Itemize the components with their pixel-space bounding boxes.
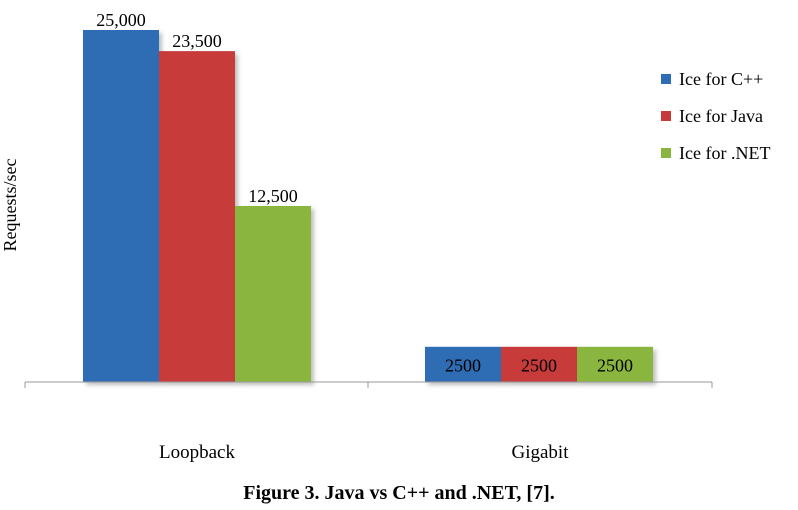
category-label: Gigabit: [512, 442, 570, 463]
category-labels: Loopback Gigabit: [159, 442, 569, 463]
bar-loopback-cpp: [83, 30, 159, 382]
category-label: Loopback: [159, 442, 235, 463]
data-label: 2500: [445, 355, 481, 375]
legend-label: Ice for Java: [679, 106, 763, 126]
legend-label: Ice for C++: [679, 69, 763, 89]
y-axis-label: Requests/sec: [0, 159, 20, 252]
figure-caption: Figure 3. Java vs C++ and .NET, [7].: [243, 482, 555, 504]
legend-swatch: [661, 74, 671, 84]
legend-label: Ice for .NET: [679, 143, 770, 163]
bar-gigabit-java: [501, 346, 577, 382]
bar-chart: 25,000 23,500 12,500 2500 2500 2500 Loopback G…: [0, 10, 770, 463]
bar-gigabit-dotnet: [577, 346, 653, 382]
bar-gigabit-cpp: [425, 346, 501, 382]
data-label: 2500: [521, 355, 557, 375]
bars-group: 25,000 23,500 12,500 2500 2500 2500: [83, 10, 653, 383]
bar-loopback-java: [159, 51, 235, 383]
data-label: 23,500: [172, 31, 222, 51]
axes-group: [24, 381, 713, 388]
legend: Ice for C++ Ice for Java Ice for .NET: [661, 69, 770, 163]
data-label: 25,000: [96, 10, 146, 30]
data-label: 2500: [597, 355, 633, 375]
legend-swatch: [661, 111, 671, 121]
data-label: 12,500: [248, 186, 298, 206]
bar-loopback-dotnet: [235, 206, 311, 382]
legend-swatch: [661, 148, 671, 158]
